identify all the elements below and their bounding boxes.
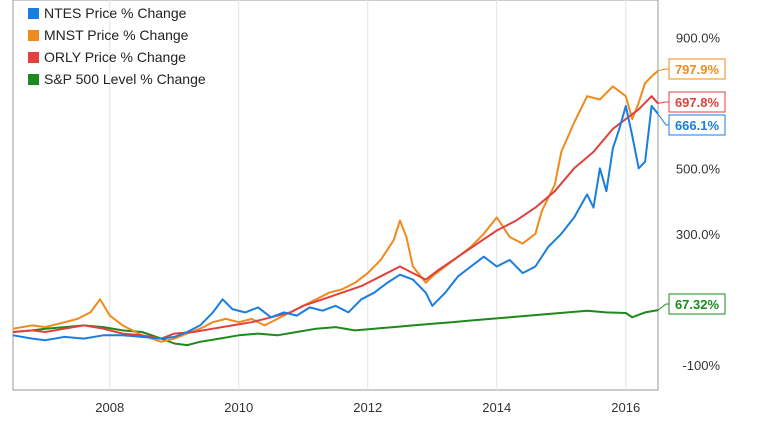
end-labels: 666.1% 797.9% 697.8% 67.32%: [657, 58, 726, 315]
end-label-value: 666.1%: [675, 118, 720, 133]
x-tick-label: 2012: [353, 400, 382, 415]
y-axis-ticks: 900.0%500.0%300.0%100.0%-100%: [676, 30, 721, 373]
legend-swatch: [28, 30, 39, 41]
plot-frame: [12, 0, 659, 391]
legend-entry: MNST Price % Change: [44, 27, 189, 43]
legend-swatch: [28, 52, 39, 63]
legend: NTES Price % Change MNST Price % Change OR…: [28, 5, 206, 87]
x-tick-label: 2014: [482, 400, 511, 415]
end-label-box: [668, 114, 726, 136]
x-axis-ticks: 2008 2010 2012 2014 2016: [95, 400, 640, 415]
x-tick-label: 2016: [611, 400, 640, 415]
legend-entry: NTES Price % Change: [44, 5, 187, 21]
end-label-box: [668, 293, 726, 315]
y-tick-label: 500.0%: [676, 161, 721, 176]
series-line-ntes: [12, 105, 659, 342]
end-label-box: [668, 91, 726, 113]
series-lines: [12, 69, 659, 347]
y-tick-label: 900.0%: [676, 30, 721, 45]
end-label-leader: [657, 68, 669, 72]
end-label-value: 797.9%: [675, 62, 720, 77]
legend-swatch: [28, 8, 39, 19]
end-label-value: 67.32%: [675, 297, 720, 312]
end-label-value: 697.8%: [675, 95, 720, 110]
legend-entry: S&P 500 Level % Change: [44, 71, 206, 87]
series-line-sp: [12, 309, 659, 347]
y-tick-label: -100%: [682, 358, 720, 373]
x-tick-label: 2008: [95, 400, 124, 415]
legend-entry: ORLY Price % Change: [44, 49, 186, 65]
end-label-leader: [657, 113, 669, 126]
end-label-box: [668, 58, 726, 80]
vertical-gridlines: [109, 0, 627, 390]
series-line-orly: [12, 95, 659, 340]
x-tick-label: 2010: [224, 400, 253, 415]
end-label-leader: [657, 101, 669, 104]
y-tick-label: 300.0%: [676, 227, 721, 242]
end-label-leader: [657, 303, 669, 311]
legend-swatch: [28, 74, 39, 85]
